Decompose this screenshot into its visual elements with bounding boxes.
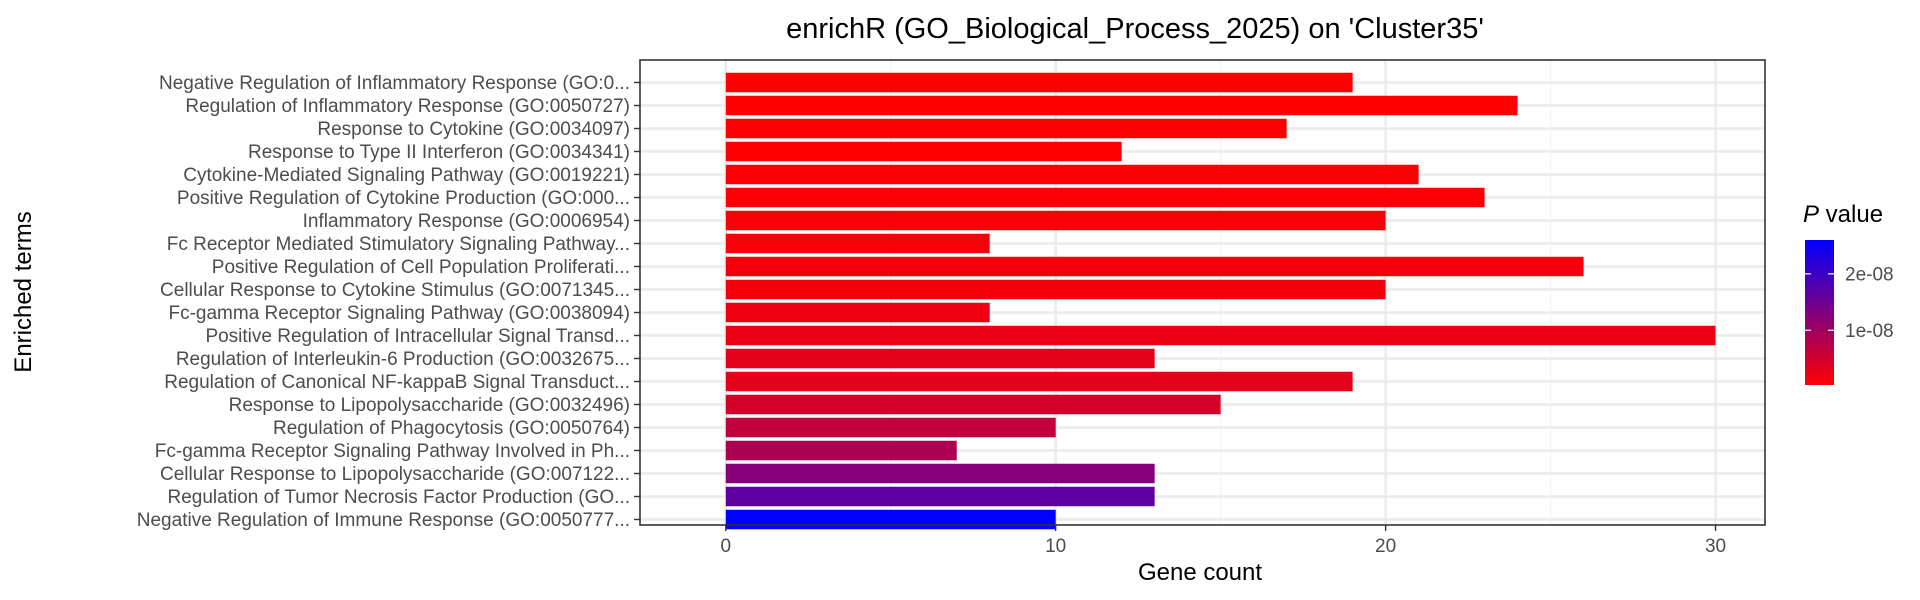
term-label: Inflammatory Response (GO:0006954) [303,211,630,232]
bar [726,487,1155,507]
bar [726,119,1287,139]
bar [726,211,1386,231]
bar [726,73,1353,93]
legend-color-bar [1805,240,1834,385]
bar [726,510,1056,530]
x-tick-label: 0 [720,536,731,557]
term-label: Regulation of Phagocytosis (GO:0050764) [273,418,630,439]
bar [726,303,990,323]
bar [726,326,1716,346]
term-label: Cellular Response to Cytokine Stimulus (… [160,280,630,301]
bar [726,234,990,254]
legend-title-p: P [1803,201,1819,228]
bar [726,280,1386,300]
term-label: Positive Regulation of Cell Population P… [212,257,630,278]
x-axis-title: Gene count [1138,559,1262,586]
term-label: Fc-gamma Receptor Signaling Pathway (GO:… [168,303,630,324]
x-tick-label: 20 [1375,536,1396,557]
legend-tick-label: 2e-08 [1845,264,1894,285]
bar [726,441,957,461]
term-label: Response to Cytokine (GO:0034097) [317,119,630,140]
bar [726,257,1584,277]
term-label: Regulation of Interleukin-6 Production (… [176,349,630,370]
bar [726,165,1419,185]
x-tick-label: 10 [1045,536,1066,557]
term-label: Positive Regulation of Intracellular Sig… [205,326,630,347]
term-label: Cytokine-Mediated Signaling Pathway (GO:… [183,165,630,186]
term-labels: Negative Regulation of Inflammatory Resp… [137,73,640,531]
term-label: Negative Regulation of Immune Response (… [137,510,630,531]
bar [726,142,1122,162]
bar [726,464,1155,484]
term-label: Response to Type II Interferon (GO:00343… [248,142,630,163]
bar [726,418,1056,438]
term-label: Regulation of Canonical NF-kappaB Signal… [164,372,630,393]
legend-title: P value [1803,201,1883,228]
pvalue-legend: P value 2e-08 1e-08 [1803,201,1894,385]
term-label: Negative Regulation of Inflammatory Resp… [159,73,630,94]
term-label: Regulation of Tumor Necrosis Factor Prod… [167,487,630,508]
term-label: Regulation of Inflammatory Response (GO:… [185,96,630,117]
term-label: Fc-gamma Receptor Signaling Pathway Invo… [155,441,630,462]
term-label: Cellular Response to Lipopolysaccharide … [160,464,630,485]
bar [726,188,1485,208]
x-tick-label: 30 [1705,536,1726,557]
bar [726,372,1353,392]
term-label: Positive Regulation of Cytokine Producti… [177,188,630,209]
term-label: Response to Lipopolysaccharide (GO:00324… [229,395,630,416]
bar [726,395,1221,415]
chart-title: enrichR (GO_Biological_Process_2025) on … [786,13,1484,45]
y-axis-title: Enriched terms [10,211,37,372]
bar [726,349,1155,369]
legend-tick-label: 1e-08 [1845,321,1894,342]
bar [726,96,1518,116]
term-label: Fc Receptor Mediated Stimulatory Signali… [167,234,630,255]
x-axis-ticks: 0 10 20 30 [720,525,1726,557]
legend-title-rest: value [1819,201,1883,228]
